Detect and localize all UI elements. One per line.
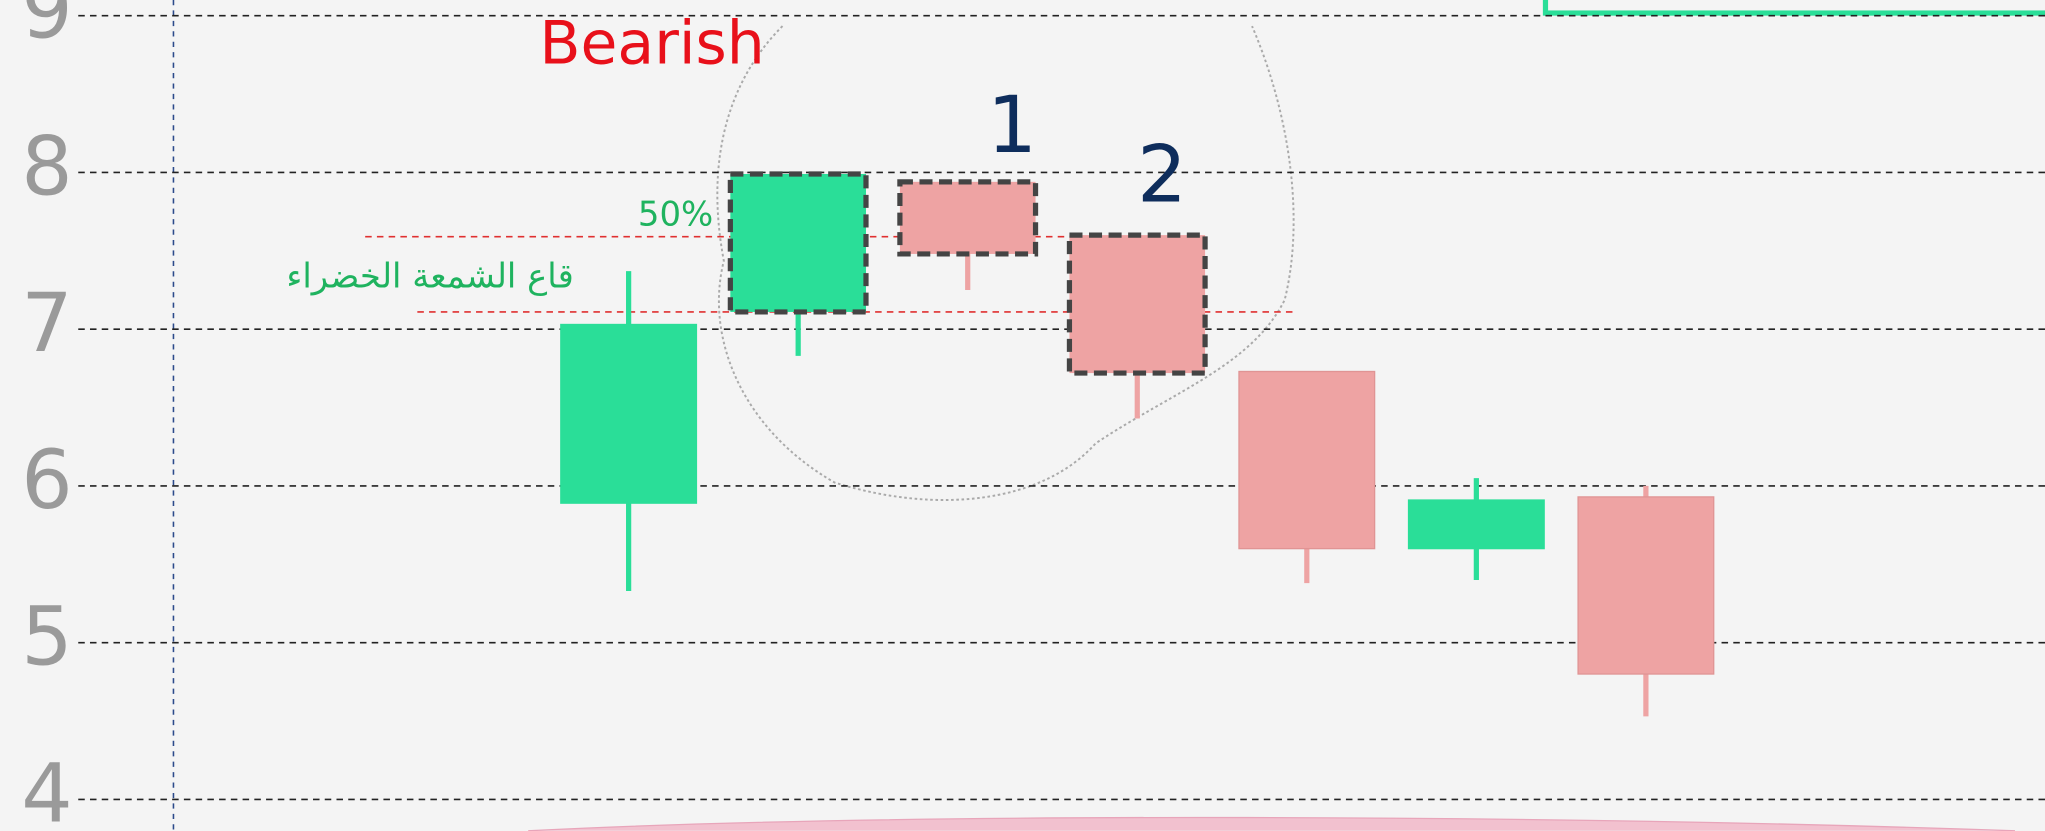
- annotation: 1: [987, 80, 1037, 171]
- candle-body: [897, 179, 1039, 257]
- candle-body: [727, 171, 869, 315]
- annotation: 2: [1137, 129, 1187, 220]
- y-tick-label: 7: [21, 277, 72, 371]
- candle-body: [1066, 232, 1208, 376]
- bottom-ribbon: [528, 816, 2016, 831]
- candle-body: [1238, 370, 1376, 550]
- candle-body: [560, 323, 698, 504]
- candle-body: [1407, 499, 1545, 550]
- corner-box: [1542, 0, 2045, 16]
- annotation: Bearish: [539, 9, 764, 79]
- plot: 4 5 6 7 8 9 50% قاع الشمعة الخضراء Bearish 1 2: [21, 0, 2045, 831]
- y-tick-label: 5: [21, 591, 72, 685]
- level-label: قاع الشمعة الخضراء: [286, 257, 573, 297]
- level-label: 50%: [638, 194, 713, 233]
- y-tick-label: 6: [21, 434, 72, 528]
- candle-body: [1577, 496, 1715, 675]
- y-tick-label: 4: [21, 747, 72, 831]
- y-tick-label: 9: [21, 0, 72, 58]
- y-tick-label: 8: [21, 120, 72, 214]
